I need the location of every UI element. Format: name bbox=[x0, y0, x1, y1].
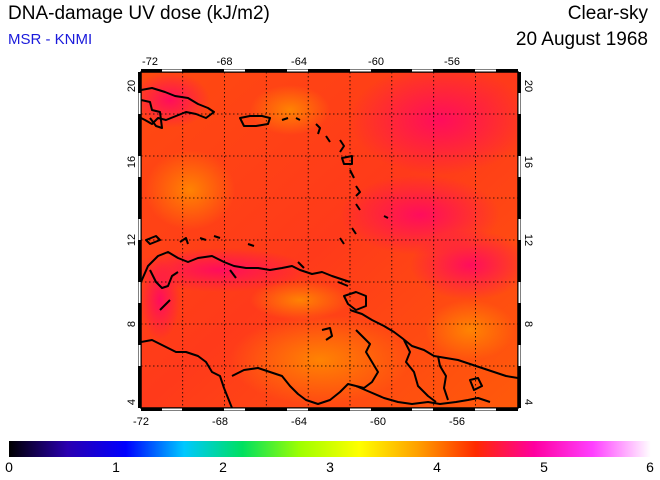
lon-tick-label: -56 bbox=[444, 56, 460, 68]
lat-tick-label: 16 bbox=[522, 156, 534, 168]
source-label: MSR - KNMI bbox=[8, 31, 93, 48]
lat-tick-label: 8 bbox=[126, 321, 138, 327]
lon-tick-label: -60 bbox=[370, 416, 386, 428]
lat-tick-label: 20 bbox=[126, 80, 138, 92]
lon-ticks-top: -72 -68 -64 -60 -56 bbox=[142, 56, 460, 68]
lat-tick-label: 20 bbox=[522, 80, 534, 92]
scale-label: 4 bbox=[433, 459, 441, 475]
lat-tick-label: 12 bbox=[522, 234, 534, 246]
uv-dose-map: -72 -68 -64 -60 -56 -72 -68 -64 -60 -56 … bbox=[126, 56, 534, 428]
lon-tick-label: -64 bbox=[291, 56, 307, 68]
lat-tick-label: 4 bbox=[522, 399, 534, 405]
scale-label: 2 bbox=[219, 459, 227, 475]
lon-tick-label: -68 bbox=[212, 416, 228, 428]
scale-label: 3 bbox=[326, 459, 334, 475]
scale-label: 6 bbox=[646, 459, 654, 475]
lon-tick-label: -72 bbox=[133, 416, 149, 428]
lat-ticks-right: 4 8 12 16 20 bbox=[522, 80, 534, 405]
sky-condition-label: Clear-sky bbox=[567, 3, 648, 24]
lat-tick-label: 8 bbox=[522, 321, 534, 327]
lon-tick-label: -60 bbox=[368, 56, 384, 68]
chart-title: DNA-damage UV dose (kJ/m2) bbox=[8, 3, 270, 24]
lon-tick-label: -64 bbox=[291, 416, 307, 428]
scale-label: 5 bbox=[540, 459, 548, 475]
lon-ticks-bottom: -72 -68 -64 -60 -56 bbox=[133, 416, 465, 428]
lon-tick-label: -68 bbox=[217, 56, 233, 68]
lon-tick-label: -72 bbox=[142, 56, 158, 68]
uv-field bbox=[141, 72, 518, 408]
lon-tick-label: -56 bbox=[449, 416, 465, 428]
scale-label: 1 bbox=[112, 459, 120, 475]
map-border-ruler bbox=[138, 69, 521, 411]
graticule bbox=[141, 72, 518, 408]
color-scale-bar bbox=[9, 441, 651, 457]
scale-label: 0 bbox=[5, 459, 13, 475]
coastlines bbox=[141, 87, 518, 408]
lat-tick-label: 16 bbox=[126, 156, 138, 168]
lat-ticks-left: 4 8 12 16 20 bbox=[126, 80, 138, 405]
lat-tick-label: 4 bbox=[126, 399, 138, 405]
date-label: 20 August 1968 bbox=[515, 29, 648, 50]
lat-tick-label: 12 bbox=[126, 234, 138, 246]
